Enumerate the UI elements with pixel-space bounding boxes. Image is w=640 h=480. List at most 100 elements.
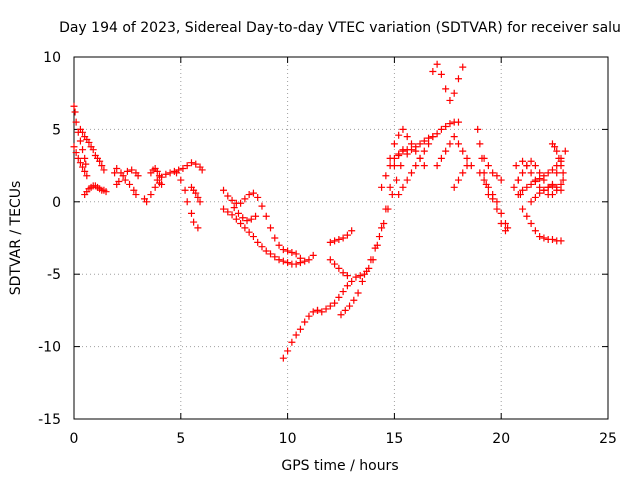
data-point (100, 166, 108, 174)
data-point (115, 178, 123, 186)
data-point (557, 186, 565, 194)
data-point (553, 169, 561, 177)
data-point (442, 85, 450, 93)
data-point (454, 75, 462, 83)
data-point (249, 189, 257, 197)
data-point (514, 191, 522, 199)
y-tick-label: -15 (38, 412, 61, 428)
series-track-p (314, 146, 411, 316)
data-point (343, 272, 351, 280)
data-point (314, 306, 322, 314)
data-point (348, 277, 356, 285)
data-point (429, 133, 437, 141)
data-point (339, 288, 347, 296)
data-point (245, 191, 253, 199)
series-track-m (220, 186, 317, 265)
data-point (305, 312, 313, 320)
data-point (395, 191, 403, 199)
data-point (412, 147, 420, 155)
data-point (531, 162, 539, 170)
data-point (493, 172, 501, 180)
data-point (407, 140, 415, 148)
data-point (119, 172, 127, 180)
data-point (384, 205, 392, 213)
data-point (531, 227, 539, 235)
data-point (228, 196, 236, 204)
data-points (70, 60, 569, 362)
data-point (557, 162, 565, 170)
data-point (450, 183, 458, 191)
series-track-q (326, 256, 351, 280)
data-point (98, 162, 106, 170)
data-point (301, 257, 309, 265)
data-point (130, 186, 138, 194)
data-point (429, 67, 437, 75)
data-point (531, 193, 539, 201)
data-point (348, 227, 356, 235)
data-point (420, 137, 428, 145)
data-point (126, 180, 134, 188)
data-point (147, 191, 155, 199)
data-point (132, 191, 140, 199)
data-point (416, 154, 424, 162)
data-point (262, 212, 270, 220)
data-point (96, 157, 104, 165)
data-point (158, 180, 166, 188)
data-point (326, 238, 334, 246)
series-track-ah (548, 140, 567, 177)
x-tick-label: 10 (279, 431, 297, 447)
series-track-y (450, 162, 471, 191)
data-point (102, 188, 110, 196)
data-point (380, 220, 388, 228)
series-track-d (81, 182, 110, 199)
data-point (393, 176, 401, 184)
data-point (553, 147, 561, 155)
data-point (339, 269, 347, 277)
data-point (390, 140, 398, 148)
data-point (79, 146, 87, 154)
series-track-b (70, 143, 91, 180)
data-point (301, 318, 309, 326)
data-point (386, 162, 394, 170)
data-point (153, 176, 161, 184)
data-point (81, 154, 89, 162)
data-point (510, 183, 518, 191)
data-point (454, 176, 462, 184)
data-point (296, 325, 304, 333)
series-track-e (111, 164, 140, 199)
data-point (318, 308, 326, 316)
data-point (493, 198, 501, 206)
data-point (540, 186, 548, 194)
data-point (450, 89, 458, 97)
data-point (433, 60, 441, 68)
data-point (527, 169, 535, 177)
data-point (228, 211, 236, 219)
data-point (190, 218, 198, 226)
y-tick-labels: -15 -10 -5 0 5 10 (38, 50, 61, 428)
series-track-v (395, 133, 437, 199)
data-point (561, 147, 569, 155)
data-point (284, 347, 292, 355)
data-point (254, 193, 262, 201)
data-point (267, 224, 275, 232)
data-point (183, 162, 191, 170)
data-point (335, 264, 343, 272)
series-track-f (113, 166, 142, 188)
data-point (540, 234, 548, 242)
data-point (192, 160, 200, 168)
y-tick-label: 0 (52, 195, 61, 211)
series-track-r (326, 227, 356, 246)
data-point (173, 169, 181, 177)
chart-title: Day 194 of 2023, Sidereal Day-to-day VTE… (59, 20, 621, 36)
data-point (194, 193, 202, 201)
data-point (292, 260, 300, 268)
series-track-g (140, 179, 166, 206)
data-point (425, 140, 433, 148)
data-point (459, 169, 467, 177)
data-point (341, 306, 349, 314)
data-point (335, 293, 343, 301)
data-point (446, 140, 454, 148)
data-point (177, 176, 185, 184)
data-point (279, 257, 287, 265)
data-point (326, 256, 334, 264)
